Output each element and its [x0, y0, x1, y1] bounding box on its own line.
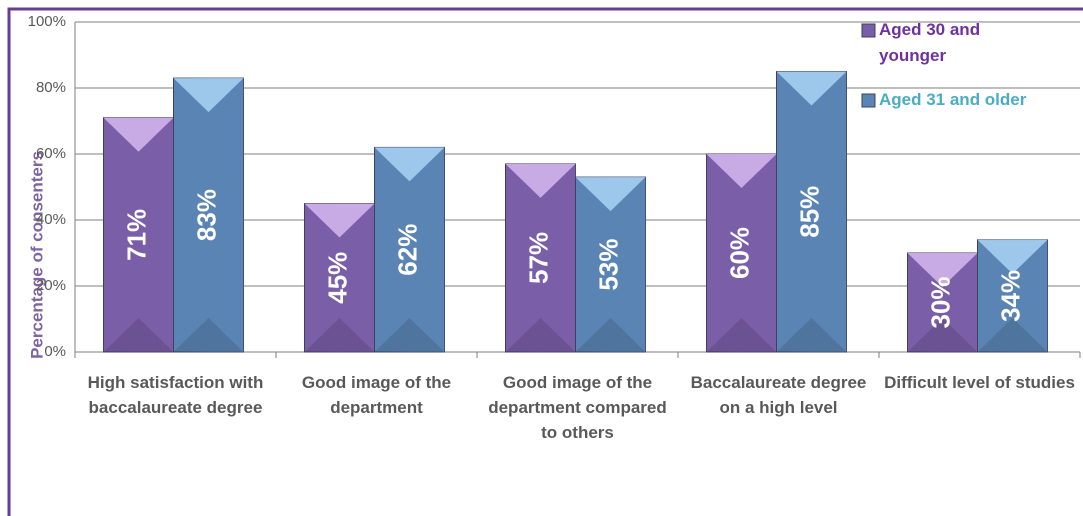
x-tick-label: Difficult level of studies [884, 373, 1075, 392]
bar-bevel-base [907, 318, 978, 352]
bar-bevel [505, 163, 576, 198]
x-tick-label: Baccalaureate degree on a high level [690, 373, 867, 417]
bar-bevel [173, 78, 244, 113]
bar-bevel [304, 203, 375, 238]
bar-bevel-base [706, 318, 777, 352]
y-tick-label: 40% [36, 211, 66, 228]
legend-label: Aged 31 and older [879, 90, 1027, 109]
data-label: 30% [925, 276, 955, 328]
x-tick-label-box: Good image of the department compared to… [488, 373, 667, 442]
data-label: 34% [995, 270, 1025, 322]
bar-bevel [977, 239, 1048, 274]
frame [7, 7, 1083, 516]
legend-label: Aged 30 and younger [879, 20, 981, 65]
bar-shade [776, 71, 847, 352]
bar-shade [103, 117, 174, 352]
bar-bevel [907, 253, 978, 287]
x-tick-label-box: Good image of the department [301, 373, 452, 417]
legend-label-box: Aged 30 and younger [879, 20, 981, 65]
bar-bevel [706, 154, 777, 188]
bar-bevel [776, 71, 847, 106]
bar-bevel-base [505, 318, 576, 352]
data-label: 45% [322, 252, 352, 304]
x-tick-label: High satisfaction with baccalaureate deg… [87, 373, 264, 417]
bar-bevel [374, 147, 445, 182]
bar-bevel-base [103, 318, 174, 352]
data-label: 60% [724, 227, 754, 279]
data-label: 53% [593, 239, 623, 291]
x-tick-label-box: High satisfaction with baccalaureate deg… [87, 373, 264, 417]
bar-bevel-base [575, 318, 646, 352]
bar-bevel [103, 117, 174, 152]
y-axis-label: Percentage of consenters [27, 151, 46, 359]
y-tick-label: 0% [44, 343, 66, 360]
bar-bevel-base [374, 318, 445, 352]
data-label: 57% [523, 232, 553, 284]
bar-bevel-base [776, 318, 847, 352]
bar-bevel-base [304, 318, 375, 352]
bar-bevel-base [173, 318, 244, 352]
x-tick-label-box: Baccalaureate degree on a high level [690, 373, 867, 417]
bar-bevel-base [977, 318, 1048, 352]
x-tick-label: Good image of the department compared to… [488, 373, 667, 442]
legend-swatch [861, 23, 876, 38]
bar-shade [374, 147, 445, 352]
y-tick-label: 20% [36, 277, 66, 294]
y-tick-label: 100% [28, 13, 66, 30]
y-tick-label: 80% [36, 79, 66, 96]
x-tick-label: Good image of the department [301, 373, 452, 417]
x-tick-label-box: Difficult level of studies [884, 373, 1075, 392]
bar-bevel [575, 177, 646, 212]
data-label: 71% [121, 209, 151, 261]
y-tick-label: 60% [36, 145, 66, 162]
data-label: 85% [794, 186, 824, 238]
data-label: 83% [191, 189, 221, 241]
legend-label-box: Aged 31 and older [879, 90, 1027, 109]
bar-shade [173, 78, 244, 352]
legend-swatch [861, 93, 876, 108]
data-label: 62% [392, 224, 422, 276]
